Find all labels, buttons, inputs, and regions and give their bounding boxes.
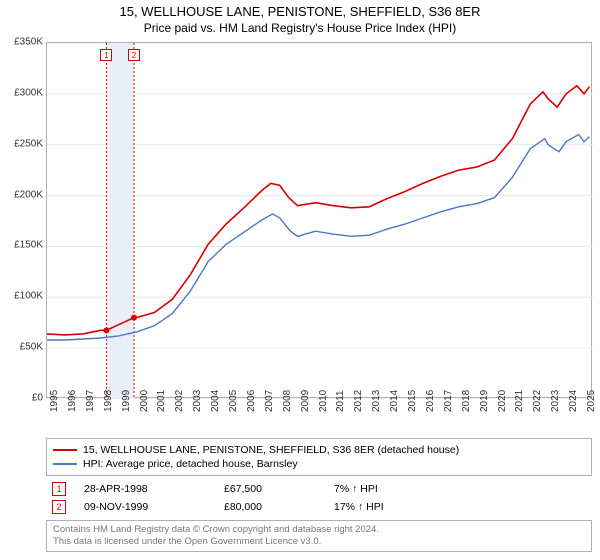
sale-marker-2: 2 [128,49,140,61]
sale-number-badge: 2 [52,500,66,514]
sale-price: £80,000 [224,501,334,513]
x-tick-label: 2020 [497,390,508,412]
x-tick-label: 2001 [156,390,167,412]
y-tick-label: £200K [14,189,43,200]
x-tick-label: 1999 [121,390,132,412]
footer-line: Contains HM Land Registry data © Crown c… [53,524,585,536]
x-tick-label: 2000 [139,390,150,412]
sale-pct: 17% ↑ HPI [334,501,424,513]
sale-date: 28-APR-1998 [84,483,224,495]
sales-markers-table: 1 28-APR-1998 £67,500 7% ↑ HPI 2 09-NOV-… [46,476,592,520]
chart-subtitle: Price paid vs. HM Land Registry's House … [0,19,600,35]
y-tick-label: £50K [20,342,43,353]
x-tick-label: 1995 [49,390,60,412]
x-tick-label: 2016 [425,390,436,412]
legend-item: 15, WELLHOUSE LANE, PENISTONE, SHEFFIELD… [53,443,585,457]
footer-line: This data is licensed under the Open Gov… [53,536,585,548]
legend-label: HPI: Average price, detached house, Barn… [83,458,298,470]
x-tick-label: 2022 [532,390,543,412]
sale-date: 09-NOV-1999 [84,501,224,513]
x-tick-label: 2019 [479,390,490,412]
sale-row: 1 28-APR-1998 £67,500 7% ↑ HPI [52,480,586,498]
x-tick-label: 2014 [389,390,400,412]
x-tick-label: 2010 [318,390,329,412]
y-tick-label: £300K [14,87,43,98]
x-tick-label: 2004 [210,390,221,412]
sale-number-badge: 1 [52,482,66,496]
x-tick-label: 2007 [264,390,275,412]
legend-swatch [53,463,77,465]
y-tick-label: £350K [14,37,43,48]
chart-container: { "title": "15, WELLHOUSE LANE, PENISTON… [0,0,600,560]
sale-pct: 7% ↑ HPI [334,483,424,495]
chart-title: 15, WELLHOUSE LANE, PENISTONE, SHEFFIELD… [0,0,600,19]
x-tick-label: 2015 [407,390,418,412]
arrow-up-icon: ↑ [358,501,363,513]
y-tick-label: £0 [32,393,43,404]
y-tick-label: £250K [14,138,43,149]
x-tick-label: 2024 [568,390,579,412]
x-tick-label: 2017 [443,390,454,412]
sale-row: 2 09-NOV-1999 £80,000 17% ↑ HPI [52,498,586,516]
x-tick-label: 1998 [103,390,114,412]
x-tick-label: 2009 [300,390,311,412]
y-tick-label: £100K [14,291,43,302]
arrow-up-icon: ↑ [352,483,357,495]
x-tick-label: 2006 [246,390,257,412]
x-tick-label: 2011 [335,390,346,412]
x-tick-label: 2012 [353,390,364,412]
x-tick-label: 1997 [85,390,96,412]
x-tick-label: 2008 [282,390,293,412]
legend-item: HPI: Average price, detached house, Barn… [53,457,585,471]
x-tick-label: 2025 [586,390,597,412]
x-tick-label: 2023 [550,390,561,412]
x-tick-label: 2013 [371,390,382,412]
x-tick-label: 2003 [192,390,203,412]
x-tick-label: 2005 [228,390,239,412]
x-tick-label: 2002 [174,390,185,412]
legend: 15, WELLHOUSE LANE, PENISTONE, SHEFFIELD… [46,438,592,476]
x-tick-label: 2018 [461,390,472,412]
y-tick-label: £150K [14,240,43,251]
plot-area: 12 [46,42,592,398]
x-tick-label: 2021 [514,390,525,412]
sale-price: £67,500 [224,483,334,495]
attribution-footer: Contains HM Land Registry data © Crown c… [46,520,592,552]
sale-marker-1: 1 [100,49,112,61]
legend-swatch [53,449,77,451]
x-tick-label: 1996 [67,390,78,412]
legend-label: 15, WELLHOUSE LANE, PENISTONE, SHEFFIELD… [83,444,459,456]
